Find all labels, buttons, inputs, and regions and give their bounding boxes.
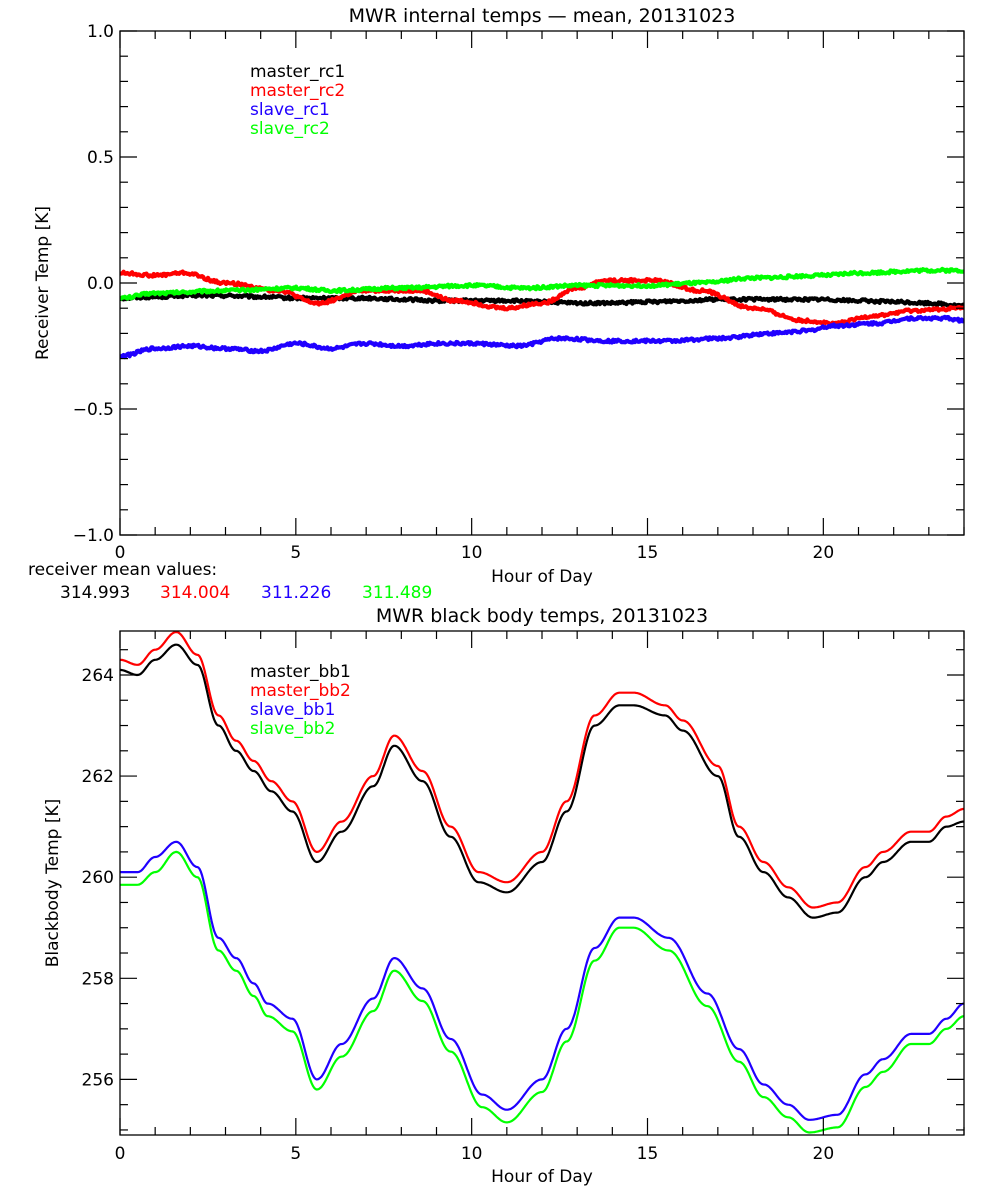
legend-entry-slave_rc1: slave_rc1 xyxy=(250,100,330,120)
y-tick-label: 256 xyxy=(82,1070,114,1090)
y-tick-label: 264 xyxy=(82,666,114,686)
annotation-value: 311.226 xyxy=(261,583,331,603)
legend-entry-master_bb1: master_bb1 xyxy=(250,662,351,682)
legend-entry-master_bb2: master_bb2 xyxy=(250,681,351,701)
x-tick-label: 5 xyxy=(290,543,301,563)
legend-entry-slave_bb2: slave_bb2 xyxy=(250,719,335,739)
series-line-slave_rc2 xyxy=(120,266,964,301)
annotation-value: 311.489 xyxy=(362,583,432,603)
series-line-slave_rc1 xyxy=(120,314,964,360)
x-tick-label: 10 xyxy=(461,543,483,563)
x-tick-label: 0 xyxy=(115,1144,126,1164)
series-group xyxy=(120,266,964,360)
x-tick-label: 10 xyxy=(461,1144,483,1164)
chart-title: MWR internal temps — mean, 20131023 xyxy=(349,5,736,27)
x-tick-label: 20 xyxy=(813,1144,835,1164)
x-tick-label: 20 xyxy=(813,543,835,563)
y-tick-label: 0.0 xyxy=(87,274,114,294)
legend-entry-slave_bb1: slave_bb1 xyxy=(250,700,335,720)
annotation-label: receiver mean values: xyxy=(28,560,217,580)
series-line-slave_bb1 xyxy=(120,840,964,1121)
x-tick-label: 5 xyxy=(290,1144,301,1164)
legend-entry-master_rc1: master_rc1 xyxy=(250,62,345,82)
receiver-mean-annotation: receiver mean values: 314.993 314.004 311.2… xyxy=(28,560,432,603)
y-axis-label: Blackbody Temp [K] xyxy=(43,799,63,968)
series-line-master_bb1 xyxy=(120,643,964,919)
plot-frame xyxy=(119,630,965,1136)
y-tick-label: 260 xyxy=(82,868,114,888)
y-tick-label: −0.5 xyxy=(73,400,114,420)
x-tick-label: 15 xyxy=(637,1144,659,1164)
y-axis-label: Receiver Temp [K] xyxy=(33,206,53,360)
chart-panel-2: 0 5 10 15 20 256 258 260 262 264 MWR black body te… xyxy=(43,605,965,1187)
x-tick-label: 0 xyxy=(115,543,126,563)
series-line-slave_bb2 xyxy=(120,850,964,1134)
y-tick-label: 262 xyxy=(82,767,114,787)
series-group xyxy=(120,631,964,1134)
x-tick-label: 15 xyxy=(637,543,659,563)
annotation-value: 314.004 xyxy=(160,583,230,603)
x-axis-label: Hour of Day xyxy=(491,1167,593,1187)
annotation-value: 314.993 xyxy=(60,583,130,603)
y-tick-label: 258 xyxy=(82,969,114,989)
x-axis-label: Hour of Day xyxy=(491,567,593,587)
y-tick-label: −1.0 xyxy=(73,526,114,546)
y-tick-label: 0.5 xyxy=(87,148,114,168)
chart-panel-1: 0 5 10 15 20 −1.0 −0.5 0.0 0.5 1.0 MWR internal te… xyxy=(28,5,965,603)
legend-entry-slave_rc2: slave_rc2 xyxy=(250,119,330,139)
y-tick-label: 1.0 xyxy=(87,22,114,42)
series-line-master_bb2 xyxy=(120,631,964,909)
legend-entry-master_rc2: master_rc2 xyxy=(250,81,345,101)
chart-title: MWR black body temps, 20131023 xyxy=(376,605,708,627)
